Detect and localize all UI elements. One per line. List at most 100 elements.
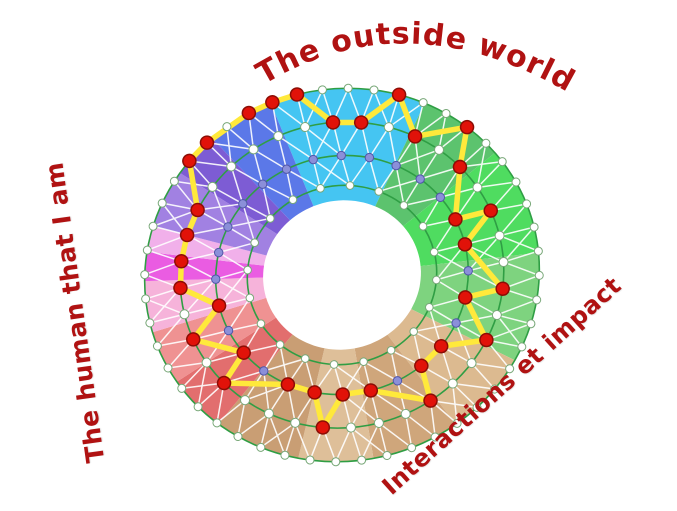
node-r2-23[interactable] xyxy=(214,247,224,258)
sector-tan-1[interactable] xyxy=(383,288,527,435)
node-r1-21[interactable] xyxy=(290,417,301,428)
selected-node-6[interactable] xyxy=(241,105,257,121)
node-r0-34[interactable] xyxy=(163,363,173,373)
node-r3-12[interactable] xyxy=(300,354,310,363)
node-r0-21[interactable] xyxy=(452,418,462,429)
node-r0-38[interactable] xyxy=(140,270,150,280)
node-r3-8[interactable] xyxy=(409,327,419,336)
sector-salmon[interactable] xyxy=(151,297,285,385)
selected-node-12[interactable] xyxy=(407,129,423,145)
sector-tan-4[interactable] xyxy=(202,328,349,475)
node-r1-32[interactable] xyxy=(207,181,218,192)
node-r0-18[interactable] xyxy=(505,364,515,374)
node-r0-15[interactable] xyxy=(532,295,542,305)
node-r2-5[interactable] xyxy=(435,192,446,203)
node-r0-1[interactable] xyxy=(317,85,328,95)
node-r1-33[interactable] xyxy=(226,161,237,172)
node-r0-35[interactable] xyxy=(152,341,163,351)
selected-node-15[interactable] xyxy=(448,212,464,228)
selected-node-10[interactable] xyxy=(353,115,369,131)
selected-node-19[interactable] xyxy=(457,290,473,306)
node-r2-8[interactable] xyxy=(463,266,473,276)
node-r1-23[interactable] xyxy=(240,395,251,406)
node-r1-18[interactable] xyxy=(373,417,384,429)
node-r3-15[interactable] xyxy=(245,293,255,303)
selected-node-16[interactable] xyxy=(483,203,499,219)
node-r1-9[interactable] xyxy=(494,230,505,241)
node-r0-22[interactable] xyxy=(430,432,440,442)
node-r3-17[interactable] xyxy=(250,238,259,247)
sector-soft-green[interactable] xyxy=(402,238,563,382)
node-r0-37[interactable] xyxy=(141,294,151,304)
node-r2-4[interactable] xyxy=(415,174,425,184)
selected-node-17[interactable] xyxy=(457,236,473,252)
node-r3-5[interactable] xyxy=(429,247,439,257)
node-r1-17[interactable] xyxy=(400,408,411,419)
node-r0-30[interactable] xyxy=(233,431,243,442)
node-r1-27[interactable] xyxy=(179,309,190,320)
node-r3-7[interactable] xyxy=(425,303,434,312)
selected-node-18[interactable] xyxy=(495,281,511,297)
selected-node-14[interactable] xyxy=(452,159,468,175)
node-r2-22[interactable] xyxy=(211,274,221,284)
node-r1-0[interactable] xyxy=(300,122,311,133)
node-r1-12[interactable] xyxy=(491,310,502,321)
node-r0-33[interactable] xyxy=(177,383,187,393)
node-r1-7[interactable] xyxy=(472,182,483,193)
node-r3-6[interactable] xyxy=(432,275,441,285)
selected-node-29[interactable] xyxy=(216,375,232,391)
node-r0-3[interactable] xyxy=(369,85,379,95)
node-r0-8[interactable] xyxy=(481,138,491,148)
node-r3-1[interactable] xyxy=(345,181,355,190)
node-r0-11[interactable] xyxy=(522,199,532,209)
selected-node-5[interactable] xyxy=(199,135,215,151)
sector-blue[interactable] xyxy=(207,99,315,234)
node-r2-2[interactable] xyxy=(364,152,375,163)
node-r0-20[interactable] xyxy=(472,402,482,413)
selected-node-0[interactable] xyxy=(173,280,189,296)
node-r0-17[interactable] xyxy=(517,342,527,352)
selected-node-13[interactable] xyxy=(459,119,475,135)
node-r3-2[interactable] xyxy=(374,187,384,196)
node-r0-40[interactable] xyxy=(148,221,158,231)
node-r1-3[interactable] xyxy=(383,122,394,133)
node-r0-10[interactable] xyxy=(511,177,521,187)
selected-node-22[interactable] xyxy=(413,358,429,374)
node-r3-19[interactable] xyxy=(288,195,298,205)
node-r0-19[interactable] xyxy=(490,384,500,394)
node-r3-18[interactable] xyxy=(265,214,275,223)
node-r0-12[interactable] xyxy=(529,222,539,232)
node-r2-13[interactable] xyxy=(392,376,403,386)
node-r0-26[interactable] xyxy=(331,457,341,467)
node-r0-29[interactable] xyxy=(256,442,266,453)
node-r0-45[interactable] xyxy=(222,122,232,132)
node-r2-1[interactable] xyxy=(336,150,346,161)
node-r2-3[interactable] xyxy=(391,160,401,171)
node-r0-14[interactable] xyxy=(534,270,544,281)
node-r1-35[interactable] xyxy=(273,131,284,142)
selected-node-24[interactable] xyxy=(363,383,379,399)
node-r0-41[interactable] xyxy=(157,198,167,208)
selected-node-25[interactable] xyxy=(335,387,351,403)
node-r0-2[interactable] xyxy=(343,83,353,93)
node-r2-18[interactable] xyxy=(259,366,269,376)
node-r3-0[interactable] xyxy=(316,184,325,193)
node-r3-4[interactable] xyxy=(418,222,428,231)
node-r1-5[interactable] xyxy=(433,144,445,155)
selected-node-4[interactable] xyxy=(181,153,197,169)
sector-purple[interactable] xyxy=(174,125,293,254)
selected-node-32[interactable] xyxy=(211,298,227,314)
node-r3-9[interactable] xyxy=(386,345,396,355)
node-r0-36[interactable] xyxy=(145,318,155,328)
node-r1-22[interactable] xyxy=(263,408,275,419)
node-r0-5[interactable] xyxy=(418,98,428,108)
node-r0-24[interactable] xyxy=(382,450,392,461)
node-r3-13[interactable] xyxy=(275,340,285,349)
node-r1-10[interactable] xyxy=(498,257,509,268)
node-r0-25[interactable] xyxy=(357,455,367,465)
node-r0-39[interactable] xyxy=(142,245,152,255)
node-r1-19[interactable] xyxy=(345,422,357,433)
node-r0-23[interactable] xyxy=(407,443,417,453)
node-r1-15[interactable] xyxy=(447,378,458,389)
node-r2-10[interactable] xyxy=(451,318,461,328)
